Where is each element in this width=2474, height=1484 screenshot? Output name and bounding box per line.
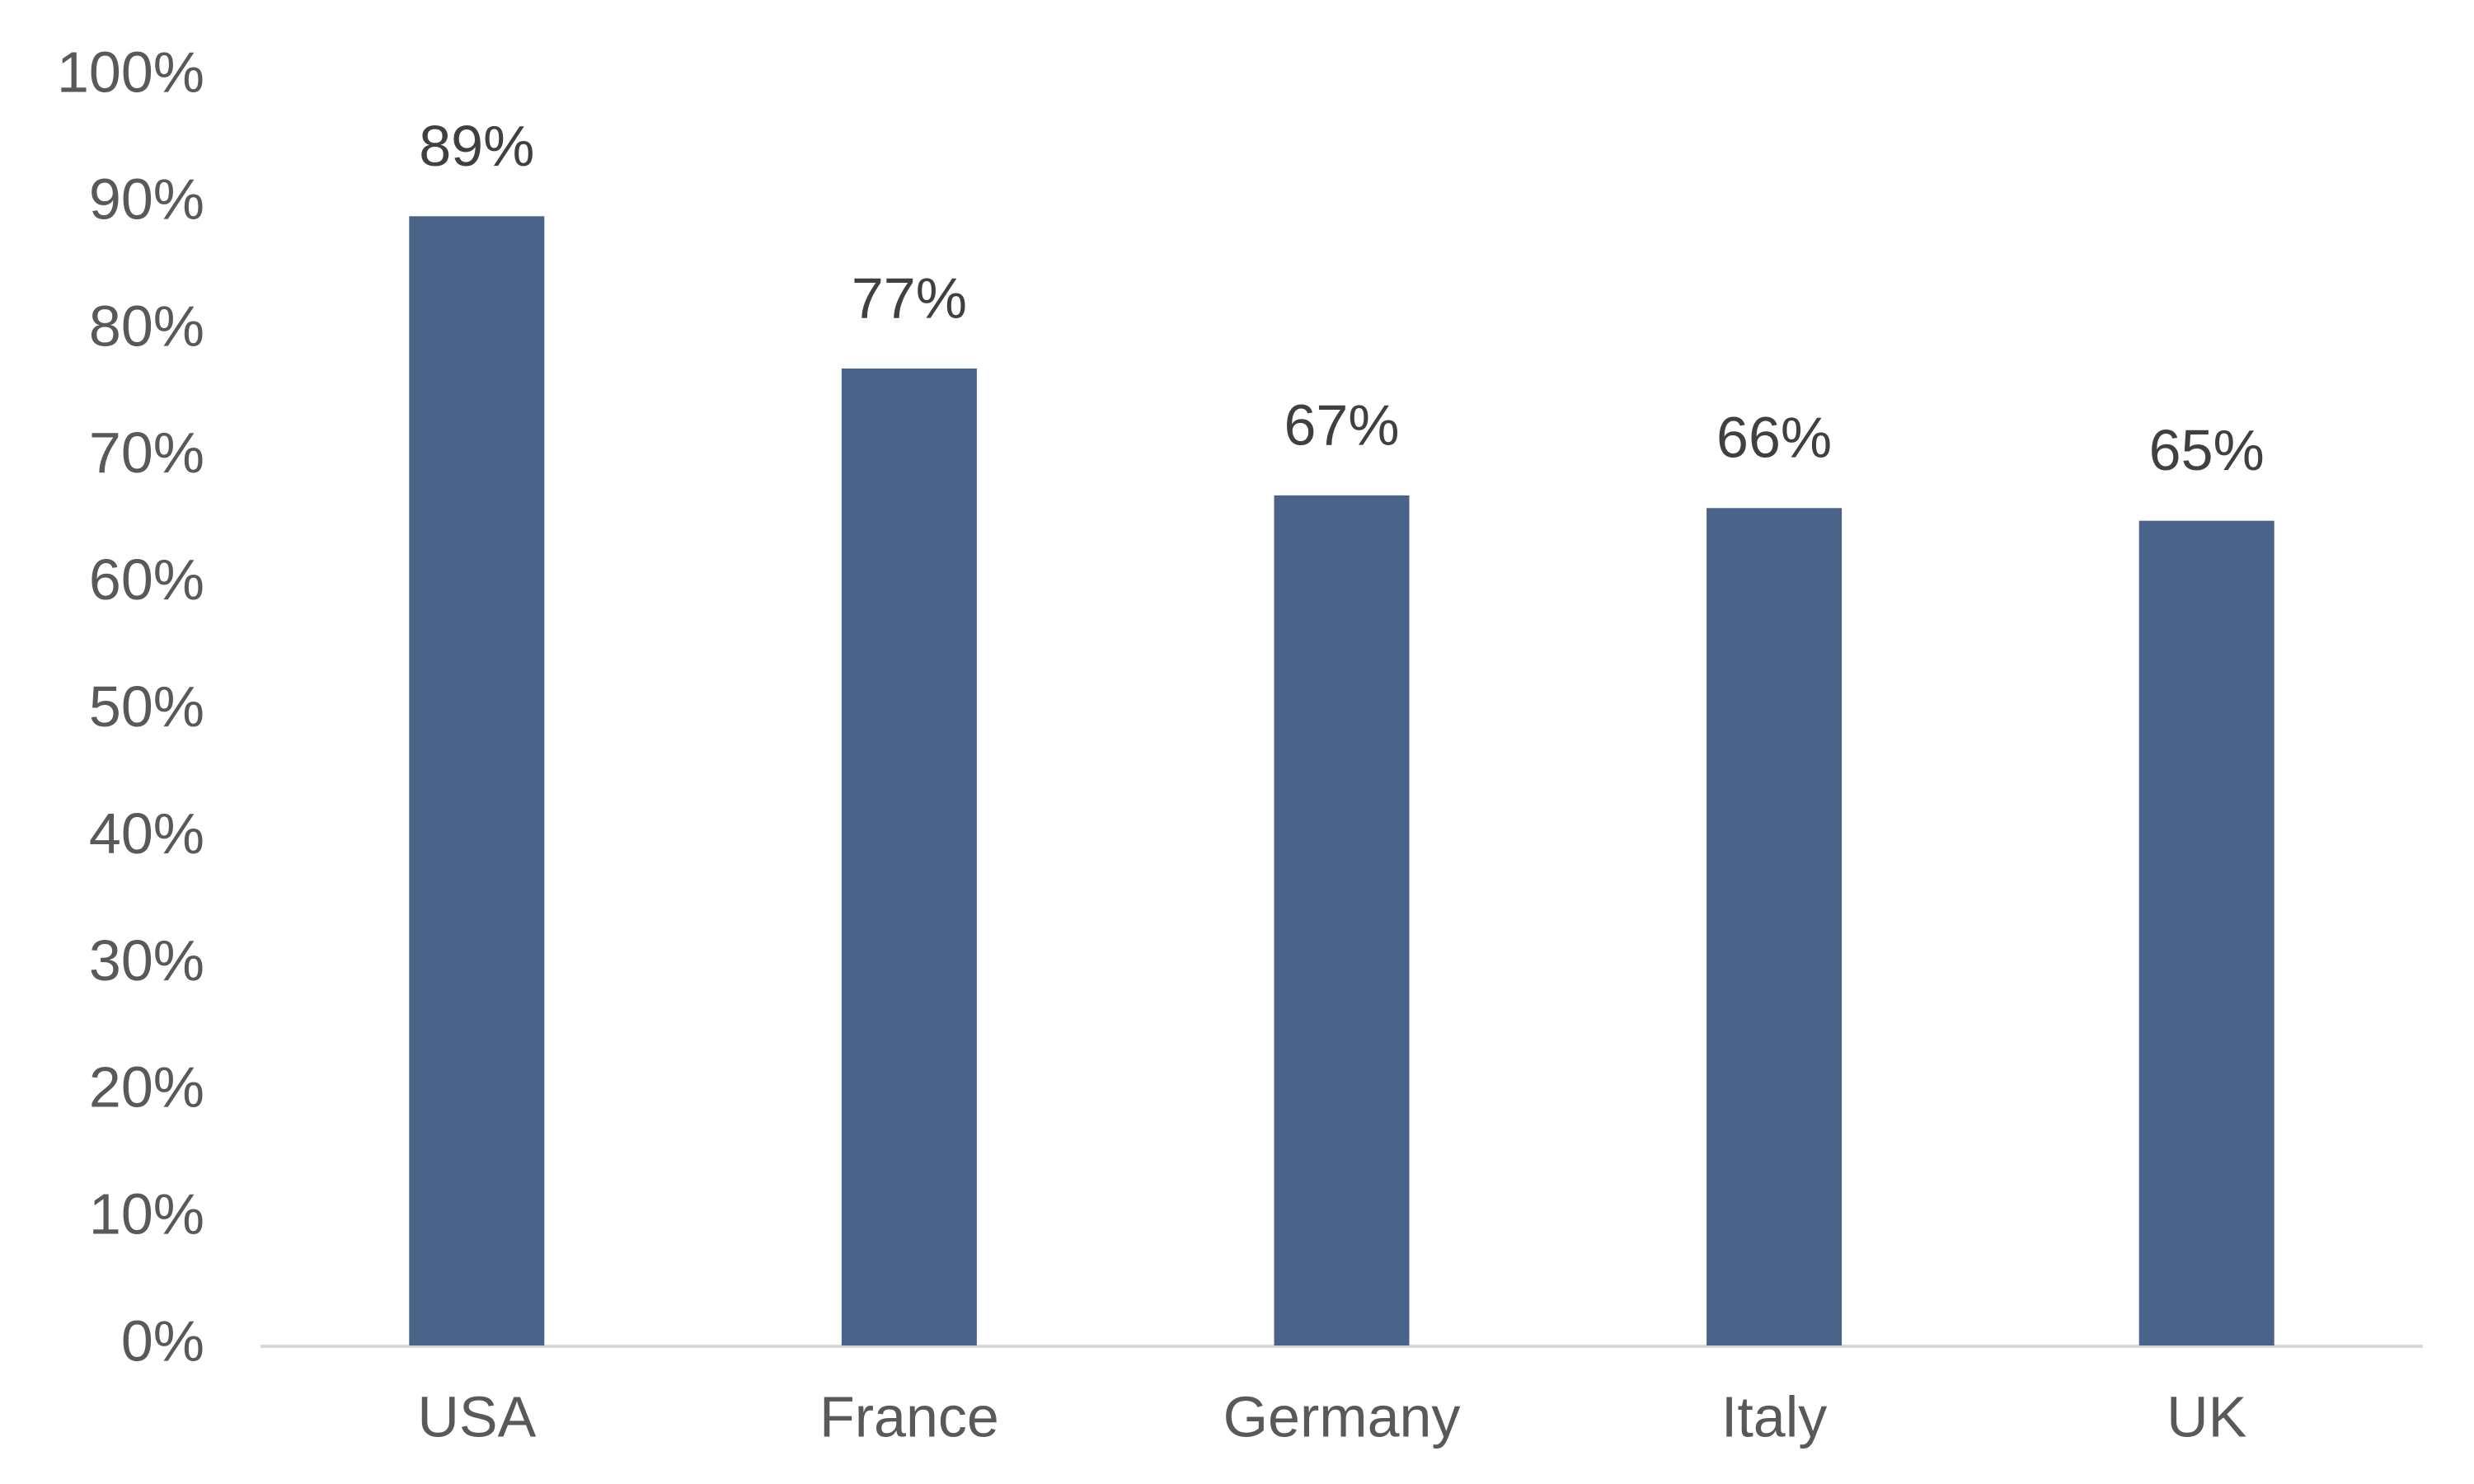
y-tick-label: 100% bbox=[57, 40, 204, 104]
y-tick-label: 40% bbox=[89, 801, 204, 866]
y-tick-label: 80% bbox=[89, 294, 204, 358]
x-tick-label: UK bbox=[2167, 1384, 2246, 1449]
bar bbox=[2138, 520, 2274, 1345]
x-tick-label: Germany bbox=[1223, 1384, 1461, 1449]
y-tick-label: 90% bbox=[89, 167, 204, 231]
y-tick-label: 10% bbox=[89, 1182, 204, 1247]
value-label: 66% bbox=[1716, 406, 1832, 470]
y-tick-label: 60% bbox=[89, 547, 204, 612]
x-tick-label: Italy bbox=[1721, 1384, 1827, 1449]
value-label: 65% bbox=[2149, 418, 2265, 482]
y-tick-label: 50% bbox=[89, 674, 204, 739]
value-label: 77% bbox=[852, 265, 967, 330]
bar bbox=[841, 368, 977, 1346]
y-tick-label: 30% bbox=[89, 928, 204, 993]
y-tick-label: 0% bbox=[121, 1308, 204, 1373]
bar bbox=[409, 216, 545, 1345]
x-tick-label: France bbox=[819, 1384, 999, 1449]
value-label: 67% bbox=[1284, 392, 1399, 457]
bar bbox=[1274, 495, 1410, 1345]
value-label: 89% bbox=[419, 114, 534, 178]
y-tick-label: 20% bbox=[89, 1055, 204, 1120]
y-tick-label: 70% bbox=[89, 420, 204, 485]
bar bbox=[1706, 508, 1843, 1345]
x-tick-label: USA bbox=[417, 1384, 536, 1449]
